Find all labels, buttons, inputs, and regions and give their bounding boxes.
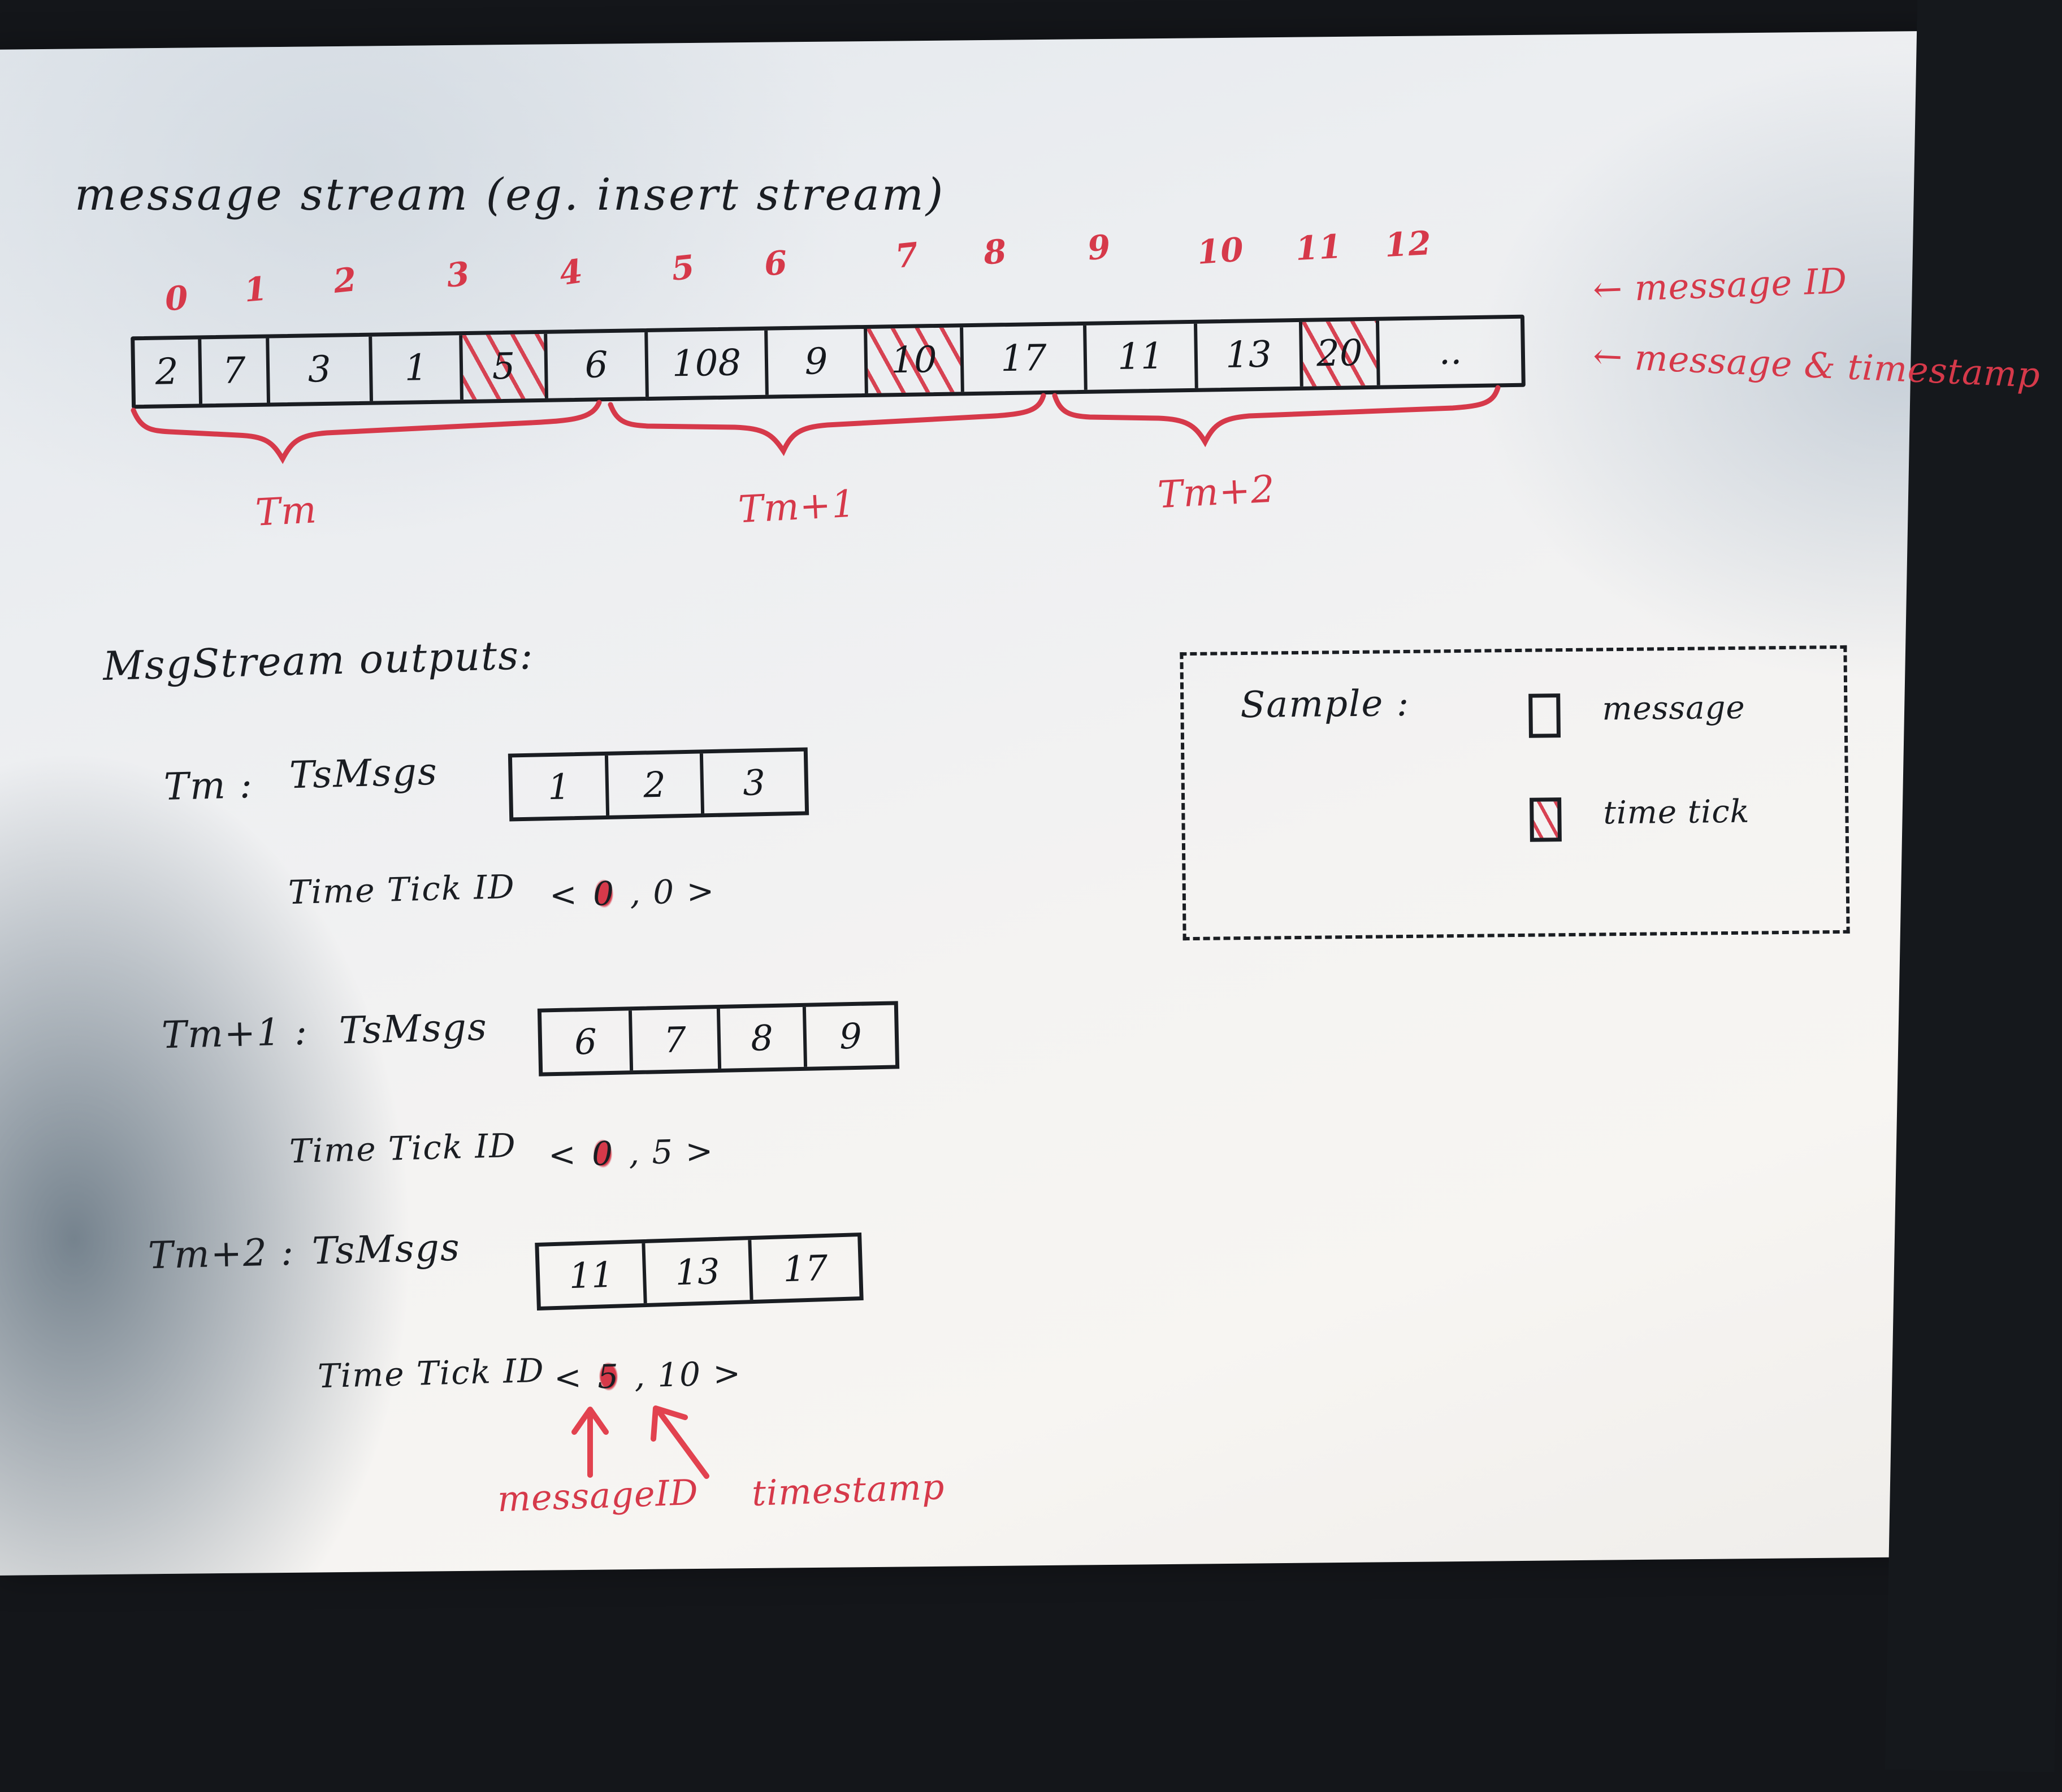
legend-swatch-message-icon [1528, 693, 1561, 738]
timetick-close-bracket: > [686, 871, 716, 911]
timetick-comma: , [634, 1356, 647, 1395]
timetick-message-id: 0 [589, 874, 619, 913]
stream-cell-2: 3 [269, 336, 373, 403]
stream-cell-3: 1 [372, 335, 463, 401]
timetick-label-tm1: Time Tick ID [289, 1126, 517, 1171]
output-msg-cell: 9 [839, 1015, 863, 1057]
stream-cell-5: 6 [547, 332, 649, 398]
output-msg-cell: 8 [720, 1006, 808, 1069]
output-msg-cell: 17 [782, 1247, 829, 1290]
timetick-timestamp: 0 [652, 873, 676, 912]
stream-index: 3 [444, 254, 472, 295]
output-msgs-box-tm2: 11 13 17 [535, 1232, 864, 1311]
stream-index: 10 [1195, 230, 1245, 272]
stream-index: 1 [242, 269, 270, 310]
output-msg-cell: 11 [539, 1243, 647, 1307]
brace-label-tm: Tm [254, 488, 318, 535]
stream-cell-10: 11 [1086, 323, 1198, 390]
output-window-label-tm: Tm : [163, 762, 254, 809]
timetick-open-bracket: < [553, 1358, 583, 1398]
timetick-open-bracket: < [548, 1135, 578, 1174]
stream-cell-9: 17 [963, 325, 1088, 392]
stream-index: 2 [331, 260, 359, 301]
output-msg-cell: 1 [512, 755, 610, 818]
whiteboard-sketch: message stream (eg. insert stream) 0 1 2… [75, 170, 2042, 1520]
timetick-close-bracket: > [712, 1353, 742, 1393]
callout-label-message-id: messageID [496, 1471, 699, 1520]
legend-label-timetick: time tick [1603, 793, 1750, 832]
stream-index: 5 [669, 248, 697, 288]
output-msg-cell: 3 [742, 761, 766, 804]
timetick-value-tm: < 0 , 0 > [549, 871, 716, 914]
output-msgs-box-tm1: 6 7 8 9 [537, 1001, 900, 1077]
stream-cell-0: 2 [135, 339, 203, 405]
stream-index: 8 [982, 232, 1009, 272]
message-stream-strip: 2 7 3 1 5 6 108 9 10 17 11 13 20 .. [131, 314, 1526, 409]
timetick-open-bracket: < [549, 875, 579, 914]
annotation-message-timestamp: ← message & timestamp [1592, 335, 2042, 396]
stream-cell-1: 7 [201, 338, 271, 404]
legend-title: Sample : [1240, 682, 1410, 727]
timetick-comma: , [629, 873, 642, 913]
stream-index: 9 [1085, 227, 1113, 268]
brace-label-tm1: Tm+1 [737, 481, 857, 532]
output-msg-cell: 2 [608, 753, 705, 815]
stream-index: 7 [893, 235, 921, 276]
legend-label-message: message [1602, 689, 1745, 728]
legend-swatch-timetick-icon [1530, 797, 1562, 842]
output-msg-cell: 13 [645, 1240, 753, 1303]
stream-index: 6 [763, 243, 789, 284]
output-msgs-label-tm2: TsMsgs [311, 1225, 461, 1273]
stream-cell-4-timetick: 5 [462, 333, 548, 400]
brace-label-tm2: Tm+2 [1156, 467, 1276, 517]
annotation-message-id: ← message ID [1592, 260, 1848, 310]
timetick-close-bracket: > [685, 1131, 715, 1171]
output-msgs-label-tm1: TsMsgs [339, 1005, 488, 1053]
timetick-timestamp: 10 [657, 1355, 702, 1395]
output-msgs-label-tm: TsMsgs [289, 749, 439, 797]
stream-cell-12-timetick: 20 [1302, 320, 1380, 387]
stream-cell-6: 108 [648, 330, 769, 397]
output-msg-cell: 7 [631, 1008, 722, 1071]
stream-cell-ellipsis: .. [1438, 331, 1462, 374]
stream-index: 4 [557, 251, 586, 293]
timetick-label-tm: Time Tick ID [288, 867, 516, 912]
page-title: message stream (eg. insert stream) [75, 170, 946, 220]
arrow-up-timestamp [656, 1409, 709, 1479]
timetick-comma: , [628, 1133, 641, 1173]
stream-index: 11 [1294, 227, 1344, 268]
output-msgs-box-tm: 1 2 3 [508, 747, 809, 822]
legend-box: Sample : message time tick [1180, 645, 1850, 941]
timetick-label-tm2: Time Tick ID [317, 1351, 545, 1396]
timetick-message-id: 5 [594, 1357, 623, 1396]
timetick-value-tm1: < 0 , 5 > [548, 1131, 714, 1174]
outputs-heading: MsgStream outputs: [102, 632, 535, 689]
stream-cell-7: 9 [768, 328, 868, 395]
stream-cell-8-timetick: 10 [867, 327, 964, 393]
timetick-timestamp: 5 [651, 1133, 675, 1172]
timetick-value-tm2: < 5 , 10 > [553, 1354, 742, 1398]
output-window-label-tm1: Tm+1 : [161, 1009, 309, 1057]
stream-cell-11: 13 [1197, 322, 1303, 388]
output-msg-cell: 6 [541, 1010, 634, 1073]
stream-index: 0 [163, 278, 190, 319]
timetick-message-id: 0 [588, 1134, 618, 1173]
stream-index: 12 [1384, 223, 1433, 265]
callout-label-timestamp: timestamp [751, 1466, 946, 1514]
output-window-label-tm2: Tm+2 : [148, 1230, 296, 1278]
